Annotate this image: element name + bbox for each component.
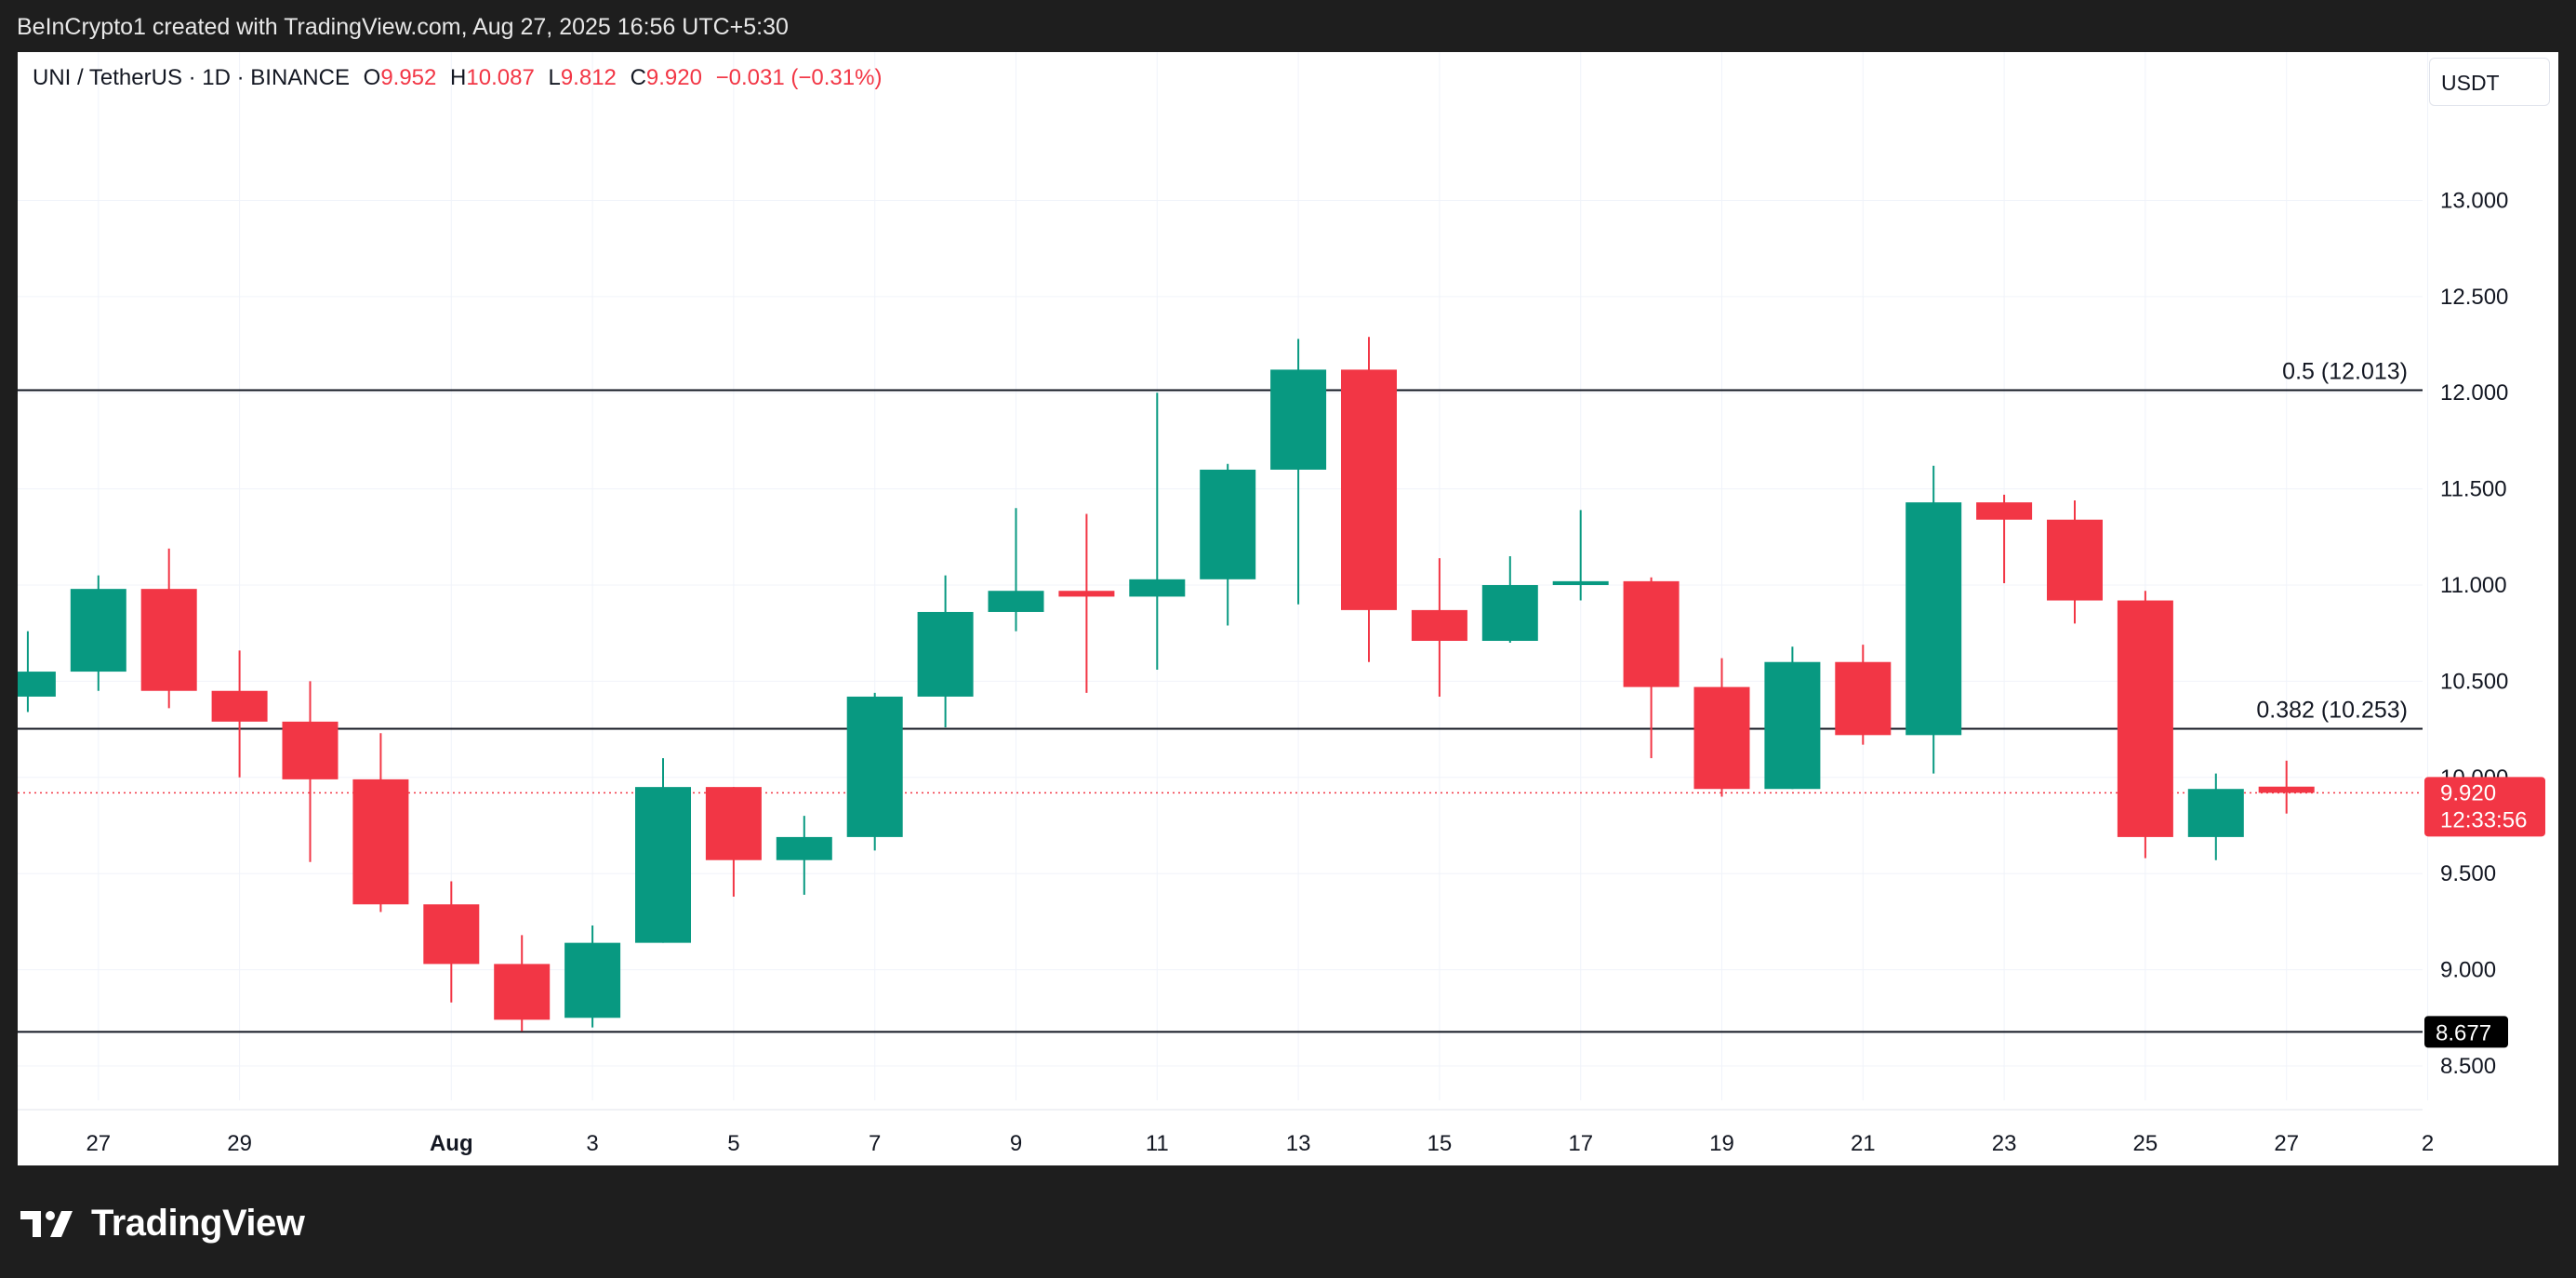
x-tick-label: 11 <box>1146 1131 1169 1156</box>
tradingview-logo-icon <box>20 1210 73 1237</box>
candle-body[interactable] <box>1341 369 1397 610</box>
last-price-label: 9.920 <box>2440 780 2496 805</box>
x-tick-label: 9 <box>1010 1131 1022 1156</box>
y-tick-label: 12.500 <box>2440 285 2508 310</box>
candle-body[interactable] <box>1693 686 1750 790</box>
x-tick-label: 27 <box>2274 1131 2299 1156</box>
candle-body[interactable] <box>70 589 126 672</box>
candle-body[interactable] <box>2047 519 2103 601</box>
chart-area[interactable]: 8.5009.0009.50010.00010.50011.00011.5001… <box>18 52 2558 1165</box>
y-tick-label: 8.500 <box>2440 1054 2496 1079</box>
candle-body[interactable] <box>846 696 903 837</box>
candle-body[interactable] <box>2258 786 2315 793</box>
close-value: 9.920 <box>645 65 702 90</box>
tradingview-logo[interactable]: TradingView <box>20 1203 305 1245</box>
price-badge-level <box>2424 1016 2508 1048</box>
fib-level-label: 0.382 (10.253) <box>2256 697 2408 723</box>
currency-button[interactable]: USDT <box>2429 58 2550 106</box>
candle-body[interactable] <box>1270 369 1327 470</box>
candle-body[interactable] <box>2117 600 2173 837</box>
candle-body[interactable] <box>564 942 621 1018</box>
last-price-badge <box>2424 777 2545 837</box>
low-label: L <box>548 65 561 90</box>
x-tick-label: 5 <box>727 1131 739 1156</box>
candle-body[interactable] <box>1623 580 1680 687</box>
close-label: C <box>630 65 646 90</box>
candle-body[interactable] <box>705 787 762 860</box>
fib-level-label: 0.5 (12.013) <box>2282 359 2408 385</box>
x-tick-label: 19 <box>1709 1131 1734 1156</box>
candle-body[interactable] <box>1905 502 1962 736</box>
x-tick-label: 13 <box>1286 1131 1311 1156</box>
candle-body[interactable] <box>18 672 56 697</box>
candle-body[interactable] <box>988 591 1044 612</box>
bottom-bar: TradingView <box>0 1165 2576 1278</box>
symbol-title[interactable]: UNI / TetherUS · 1D · BINANCE <box>33 65 350 90</box>
candle-body[interactable] <box>1200 469 1256 579</box>
y-tick-label: 11.000 <box>2440 573 2507 598</box>
x-tick-label: 29 <box>227 1131 252 1156</box>
x-tick-label: 3 <box>586 1131 598 1156</box>
low-value: 9.812 <box>560 65 617 90</box>
candle-body[interactable] <box>776 836 832 860</box>
y-tick-label: 12.000 <box>2440 380 2508 406</box>
candle-body[interactable] <box>1552 580 1609 586</box>
candle-body[interactable] <box>1411 609 1467 641</box>
candle-body[interactable] <box>494 964 551 1020</box>
x-tick-label: 7 <box>869 1131 881 1156</box>
candlestick-chart[interactable]: 8.5009.0009.50010.00010.50011.00011.5001… <box>18 52 2558 1165</box>
candle-body[interactable] <box>1058 591 1115 597</box>
logo-text: TradingView <box>91 1203 305 1244</box>
candle-body[interactable] <box>140 589 197 691</box>
y-tick-label: 11.500 <box>2440 477 2507 502</box>
candle-body[interactable] <box>352 779 409 905</box>
y-tick-label: 10.500 <box>2440 669 2508 694</box>
x-tick-label: 23 <box>1992 1131 2017 1156</box>
candle-body[interactable] <box>1481 585 1538 641</box>
high-label: H <box>450 65 467 90</box>
high-value: 10.087 <box>466 65 535 90</box>
x-tick-label: 17 <box>1568 1131 1593 1156</box>
change-value: −0.031 (−0.31%) <box>715 65 883 90</box>
countdown-label: 12:33:56 <box>2440 807 2527 832</box>
x-tick-label: 27 <box>86 1131 111 1156</box>
y-tick-label: 9.500 <box>2440 861 2496 886</box>
candle-body[interactable] <box>917 611 974 697</box>
candle-body[interactable] <box>635 787 691 943</box>
x-tick-label: Aug <box>430 1131 473 1156</box>
y-tick-label: 13.000 <box>2440 188 2508 213</box>
top-bar: BeInCrypto1 created with TradingView.com… <box>0 0 2576 52</box>
attribution-text: BeInCrypto1 created with TradingView.com… <box>17 14 789 40</box>
x-tick-label: 15 <box>1427 1131 1453 1156</box>
x-tick-label: 2 <box>2422 1131 2434 1156</box>
candle-body[interactable] <box>282 721 339 779</box>
candle-body[interactable] <box>1764 661 1821 790</box>
level-badge-label: 8.677 <box>2436 1020 2491 1045</box>
open-value: 9.952 <box>380 65 437 90</box>
x-tick-label: 21 <box>1851 1131 1876 1156</box>
symbol-legend: UNI / TetherUS · 1D · BINANCE O9.952 H10… <box>33 65 882 91</box>
candle-body[interactable] <box>1976 502 2033 520</box>
candle-body[interactable] <box>423 904 480 965</box>
candle-body[interactable] <box>2187 789 2244 837</box>
y-tick-label: 9.000 <box>2440 958 2496 983</box>
candle-body[interactable] <box>1835 661 1892 736</box>
x-tick-label: 25 <box>2133 1131 2158 1156</box>
candle-body[interactable] <box>1129 579 1186 597</box>
candle-body[interactable] <box>211 690 268 722</box>
open-label: O <box>363 65 381 90</box>
